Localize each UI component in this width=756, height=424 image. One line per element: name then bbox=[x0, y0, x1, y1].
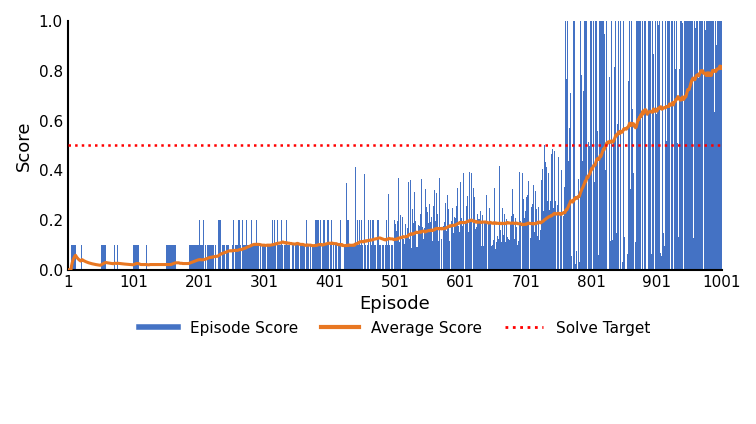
X-axis label: Episode: Episode bbox=[359, 295, 430, 313]
Y-axis label: Score: Score bbox=[15, 120, 33, 170]
Legend: Episode Score, Average Score, Solve Target: Episode Score, Average Score, Solve Targ… bbox=[133, 315, 656, 342]
